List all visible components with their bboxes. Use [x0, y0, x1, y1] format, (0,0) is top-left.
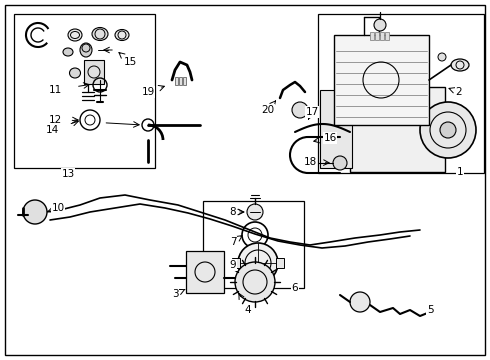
Ellipse shape [438, 53, 446, 61]
Bar [232, 258, 240, 268]
Text: 14: 14 [46, 125, 59, 135]
Text: 2: 2 [456, 87, 462, 97]
Circle shape [350, 292, 370, 312]
Bar [84, 60, 104, 84]
Text: 19: 19 [142, 87, 155, 97]
Circle shape [247, 204, 263, 220]
Text: 3: 3 [172, 289, 178, 299]
Bar [276, 258, 284, 268]
Text: 15: 15 [123, 57, 137, 67]
Bar [375, 32, 379, 40]
Bar [334, 35, 429, 125]
Text: 17: 17 [305, 107, 318, 117]
Bar [385, 32, 389, 40]
Ellipse shape [80, 43, 92, 57]
Text: 13: 13 [61, 169, 74, 179]
Bar [203, 201, 304, 288]
Circle shape [238, 243, 278, 283]
Text: 20: 20 [262, 105, 274, 115]
Text: 9: 9 [230, 260, 236, 270]
Text: 5: 5 [427, 305, 433, 315]
Bar [186, 251, 224, 293]
Ellipse shape [92, 27, 108, 40]
Ellipse shape [70, 68, 80, 78]
Text: 12: 12 [49, 115, 62, 125]
Bar [14, 14, 155, 168]
Text: 16: 16 [323, 133, 337, 143]
Circle shape [23, 200, 47, 224]
Bar [320, 90, 352, 168]
Text: 18: 18 [303, 157, 317, 167]
Text: 4: 4 [245, 305, 251, 315]
Circle shape [333, 156, 347, 170]
Ellipse shape [68, 29, 82, 41]
Circle shape [292, 102, 308, 118]
Text: 11: 11 [49, 85, 62, 95]
Circle shape [235, 262, 275, 302]
Bar [183, 77, 186, 85]
Bar [175, 77, 178, 85]
Circle shape [420, 102, 476, 158]
Ellipse shape [451, 59, 469, 71]
Bar [350, 87, 445, 172]
Ellipse shape [115, 30, 129, 40]
Circle shape [440, 122, 456, 138]
Text: 7: 7 [230, 237, 236, 247]
Bar [380, 32, 384, 40]
Bar [370, 32, 374, 40]
Bar [179, 77, 182, 85]
Text: 6: 6 [292, 283, 298, 293]
Circle shape [374, 19, 386, 31]
Text: 10: 10 [51, 203, 65, 213]
Text: 8: 8 [230, 207, 236, 217]
Bar [318, 14, 484, 173]
Ellipse shape [63, 48, 73, 56]
Text: 1: 1 [457, 167, 464, 177]
